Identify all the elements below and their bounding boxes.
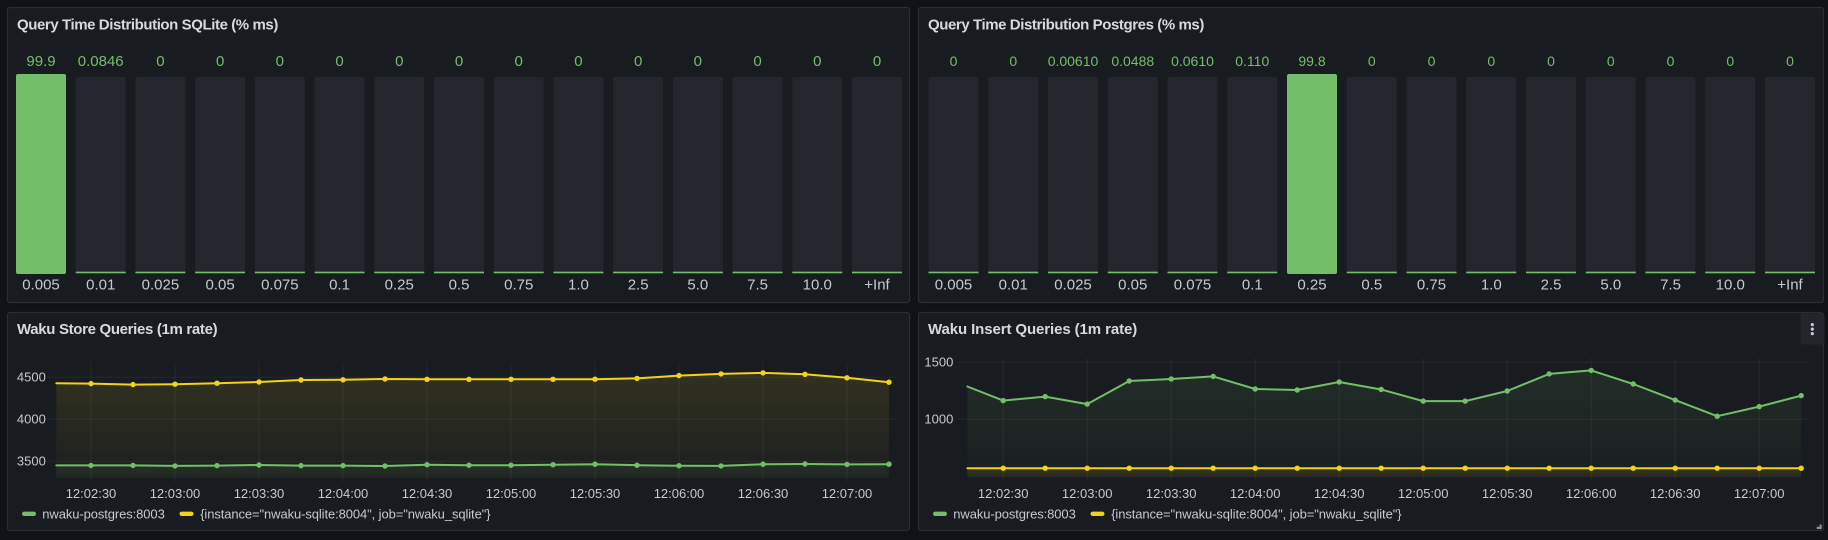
svg-text:0.1: 0.1 <box>329 276 350 293</box>
svg-text:10.0: 10.0 <box>803 276 832 293</box>
svg-text:12:05:00: 12:05:00 <box>1398 486 1449 501</box>
svg-text:0.5: 0.5 <box>1361 276 1382 293</box>
svg-text:12:04:00: 12:04:00 <box>318 486 369 501</box>
svg-text:0.025: 0.025 <box>142 276 180 293</box>
svg-text:12:06:00: 12:06:00 <box>654 486 705 501</box>
svg-text:0: 0 <box>1726 53 1734 69</box>
svg-text:0: 0 <box>276 53 284 70</box>
svg-text:12:03:00: 12:03:00 <box>150 486 201 501</box>
svg-text:0.0846: 0.0846 <box>78 53 124 70</box>
svg-text:12:06:30: 12:06:30 <box>1650 486 1701 501</box>
svg-text:0: 0 <box>694 53 702 70</box>
svg-text:2.5: 2.5 <box>628 276 649 293</box>
svg-text:0: 0 <box>1667 53 1675 69</box>
svg-text:0: 0 <box>1009 53 1017 69</box>
svg-text:0.075: 0.075 <box>261 276 299 293</box>
svg-text:{instance="nwaku-sqlite:8004",: {instance="nwaku-sqlite:8004", job="nwak… <box>200 507 491 522</box>
svg-text:7.5: 7.5 <box>747 276 768 293</box>
svg-text:0: 0 <box>813 53 821 70</box>
svg-text:+Inf: +Inf <box>1777 276 1803 293</box>
svg-text:nwaku-postgres:8003: nwaku-postgres:8003 <box>42 507 164 522</box>
svg-text:0.05: 0.05 <box>1118 276 1147 293</box>
svg-text:0: 0 <box>1428 53 1436 69</box>
svg-text:0.01: 0.01 <box>999 276 1028 293</box>
svg-text:0.05: 0.05 <box>206 276 235 293</box>
svg-text:0.00610: 0.00610 <box>1048 53 1099 69</box>
svg-text:0: 0 <box>950 53 958 69</box>
svg-text:Waku Store Queries (1m rate): Waku Store Queries (1m rate) <box>17 321 218 338</box>
svg-text:12:07:00: 12:07:00 <box>822 486 873 501</box>
svg-text:12:05:00: 12:05:00 <box>486 486 537 501</box>
svg-text:4000: 4000 <box>17 412 46 427</box>
svg-text:1000: 1000 <box>924 412 953 427</box>
svg-text:0: 0 <box>1547 53 1555 69</box>
svg-text:0.25: 0.25 <box>1297 276 1326 293</box>
svg-text:Query Time Distribution Postgr: Query Time Distribution Postgres (% ms) <box>928 17 1204 34</box>
svg-text:0: 0 <box>156 53 164 70</box>
svg-text:0: 0 <box>873 53 881 70</box>
svg-text:99.9: 99.9 <box>26 53 55 70</box>
svg-text:1.0: 1.0 <box>1481 276 1502 293</box>
svg-text:10.0: 10.0 <box>1716 276 1745 293</box>
svg-text:0.75: 0.75 <box>1417 276 1446 293</box>
svg-text:0.005: 0.005 <box>22 276 60 293</box>
svg-text:12:05:30: 12:05:30 <box>570 486 621 501</box>
svg-text:0.25: 0.25 <box>385 276 414 293</box>
svg-text:4500: 4500 <box>17 370 46 385</box>
svg-text:12:05:30: 12:05:30 <box>1482 486 1533 501</box>
svg-text:0.1: 0.1 <box>1242 276 1263 293</box>
svg-text:3500: 3500 <box>17 454 46 469</box>
svg-text:0: 0 <box>753 53 761 70</box>
svg-text:7.5: 7.5 <box>1660 276 1681 293</box>
svg-text:+Inf: +Inf <box>864 276 890 293</box>
svg-text:Query Time Distribution SQLite: Query Time Distribution SQLite (% ms) <box>17 17 278 34</box>
svg-text:0: 0 <box>1607 53 1615 69</box>
svg-text:0: 0 <box>395 53 403 70</box>
svg-text:0.110: 0.110 <box>1235 53 1269 69</box>
svg-text:1500: 1500 <box>924 355 953 370</box>
svg-text:0: 0 <box>515 53 523 70</box>
svg-text:nwaku-postgres:8003: nwaku-postgres:8003 <box>953 507 1075 522</box>
svg-text:5.0: 5.0 <box>687 276 708 293</box>
svg-text:0.75: 0.75 <box>504 276 533 293</box>
svg-text:5.0: 5.0 <box>1600 276 1621 293</box>
svg-text:12:06:00: 12:06:00 <box>1566 486 1617 501</box>
svg-text:12:02:30: 12:02:30 <box>978 486 1029 501</box>
svg-text:0.025: 0.025 <box>1054 276 1092 293</box>
svg-text:12:02:30: 12:02:30 <box>66 486 117 501</box>
svg-text:0: 0 <box>455 53 463 70</box>
svg-text:0: 0 <box>1368 53 1376 69</box>
svg-text:12:06:30: 12:06:30 <box>738 486 789 501</box>
svg-text:{instance="nwaku-sqlite:8004",: {instance="nwaku-sqlite:8004", job="nwak… <box>1111 507 1402 522</box>
svg-text:2.5: 2.5 <box>1541 276 1562 293</box>
svg-text:12:03:00: 12:03:00 <box>1062 486 1113 501</box>
svg-text:12:04:00: 12:04:00 <box>1230 486 1281 501</box>
svg-text:12:03:30: 12:03:30 <box>1146 486 1197 501</box>
svg-text:99.8: 99.8 <box>1298 53 1325 69</box>
svg-text:0: 0 <box>634 53 642 70</box>
svg-text:0.0488: 0.0488 <box>1111 53 1154 69</box>
svg-text:0: 0 <box>335 53 343 70</box>
svg-text:12:07:00: 12:07:00 <box>1734 486 1785 501</box>
svg-text:12:04:30: 12:04:30 <box>402 486 453 501</box>
svg-text:0: 0 <box>216 53 224 70</box>
svg-text:Waku Insert Queries (1m rate): Waku Insert Queries (1m rate) <box>928 321 1137 338</box>
svg-text:0: 0 <box>574 53 582 70</box>
svg-text:0: 0 <box>1487 53 1495 69</box>
svg-text:0.075: 0.075 <box>1174 276 1212 293</box>
svg-text:1.0: 1.0 <box>568 276 589 293</box>
svg-text:12:04:30: 12:04:30 <box>1314 486 1365 501</box>
svg-text:12:03:30: 12:03:30 <box>234 486 285 501</box>
svg-text:0.5: 0.5 <box>449 276 470 293</box>
svg-text:0: 0 <box>1786 53 1794 69</box>
svg-text:0.005: 0.005 <box>935 276 973 293</box>
svg-text:0.01: 0.01 <box>86 276 115 293</box>
svg-text:0.0610: 0.0610 <box>1171 53 1214 69</box>
